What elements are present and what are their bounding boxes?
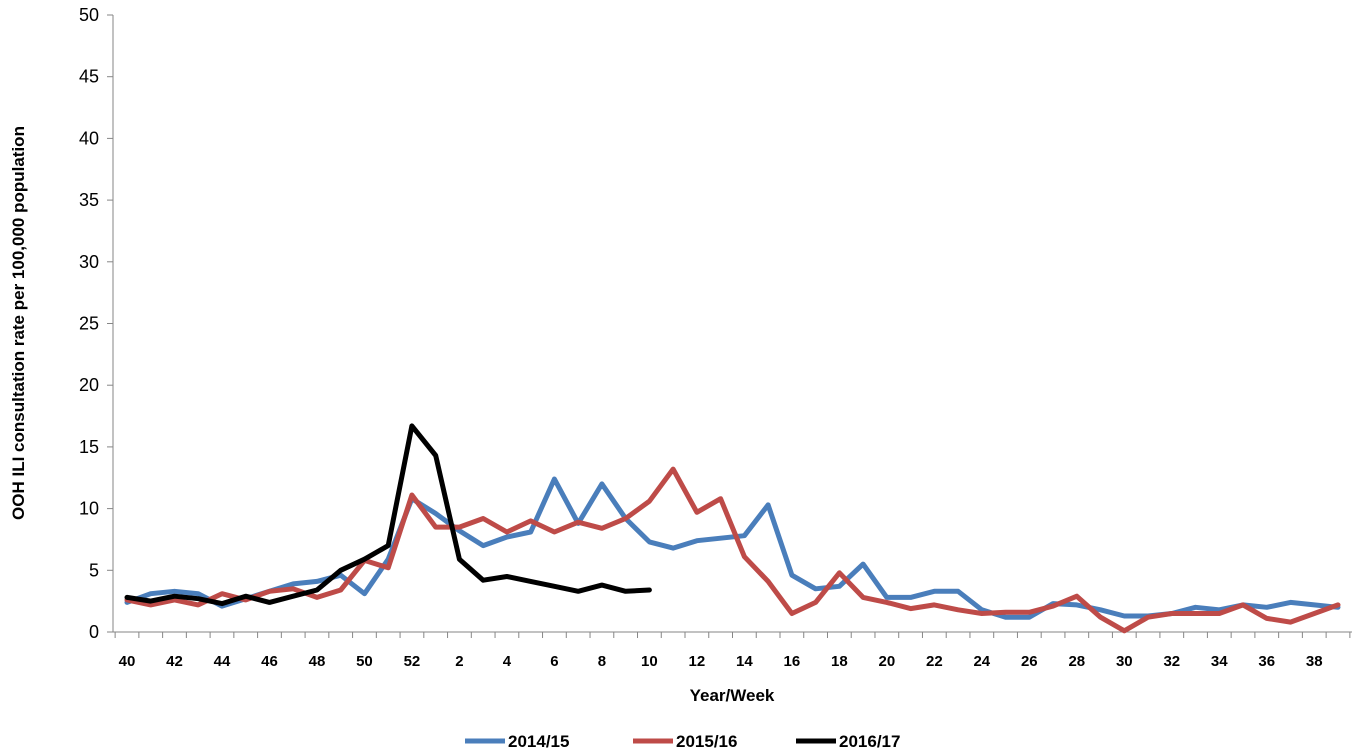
x-tick-label: 52 <box>404 653 421 670</box>
plot-area <box>124 423 1341 634</box>
x-tick-label: 16 <box>784 653 801 670</box>
series-3 <box>124 423 652 607</box>
y-tick-label: 20 <box>79 375 99 395</box>
x-tick-label: 34 <box>1211 653 1228 670</box>
series-2 <box>124 466 1341 634</box>
x-tick-label: 32 <box>1163 653 1180 670</box>
legend-label: 2016/17 <box>839 732 900 751</box>
x-tick-label: 12 <box>689 653 706 670</box>
x-axis: 40 42 44 46 48 50 52 2 4 6 8 10 12 14 16 18 20 22 24 26 28 30… <box>113 631 1352 670</box>
x-axis-title: Year/Week <box>690 686 775 705</box>
y-tick-label: 25 <box>79 314 99 334</box>
legend: 2014/15 2015/16 2016/17 <box>465 732 900 751</box>
x-tick-label: 24 <box>973 653 990 670</box>
legend-label: 2014/15 <box>508 732 569 751</box>
x-tick-label: 50 <box>356 653 373 670</box>
x-tick-label: 4 <box>503 653 512 670</box>
x-tick-label: 22 <box>926 653 943 670</box>
x-tick-label: 28 <box>1068 653 1085 670</box>
x-tick-label: 18 <box>831 653 848 670</box>
y-axis: 0 5 10 15 20 25 30 35 40 45 50 <box>79 5 114 642</box>
x-tick-label: 44 <box>214 653 231 670</box>
x-tick-label: 48 <box>309 653 326 670</box>
x-tick-label: 40 <box>119 653 136 670</box>
x-tick-label: 36 <box>1258 653 1275 670</box>
y-tick-label: 40 <box>79 128 99 148</box>
y-tick-label: 5 <box>89 560 99 580</box>
x-tick-label: 38 <box>1306 653 1323 670</box>
y-tick-label: 35 <box>79 190 99 210</box>
x-tick-label: 30 <box>1116 653 1133 670</box>
x-tick-label: 2 <box>455 653 463 670</box>
x-tick-label: 6 <box>550 653 558 670</box>
legend-item: 2015/16 <box>633 732 737 751</box>
legend-item: 2016/17 <box>796 732 900 751</box>
x-tick-label: 20 <box>878 653 895 670</box>
y-tick-label: 15 <box>79 437 99 457</box>
series-line <box>124 466 1341 634</box>
y-tick-label: 45 <box>79 67 99 87</box>
y-tick-label: 0 <box>89 622 99 642</box>
legend-label: 2015/16 <box>676 732 737 751</box>
x-tick-label: 8 <box>598 653 606 670</box>
x-tick-label: 14 <box>736 653 753 670</box>
y-tick-label: 30 <box>79 252 99 272</box>
x-tick-label: 46 <box>261 653 278 670</box>
x-tick-label: 10 <box>641 653 658 670</box>
y-axis-title: OOH ILI consultation rate per 100,000 po… <box>9 126 28 520</box>
legend-item: 2014/15 <box>465 732 569 751</box>
y-tick-label: 50 <box>79 5 99 25</box>
x-tick-label: 26 <box>1021 653 1038 670</box>
y-tick-label: 10 <box>79 499 99 519</box>
x-tick-label: 42 <box>166 653 183 670</box>
